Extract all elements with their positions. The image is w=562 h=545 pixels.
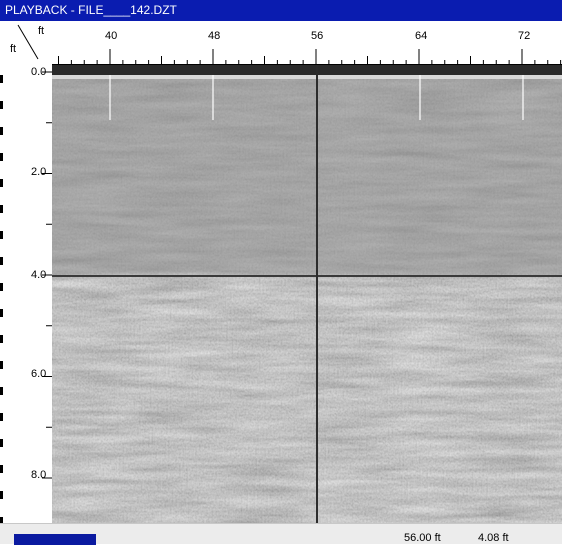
h-tick-label-48: 48 bbox=[208, 30, 221, 42]
v-ruler-edge-mark bbox=[0, 335, 3, 343]
v-ruler-edge-mark bbox=[0, 205, 3, 213]
vertical-unit-label: ft bbox=[10, 43, 17, 55]
status-position: 56.00 ft bbox=[404, 532, 441, 544]
h-tick-label-40: 40 bbox=[105, 30, 118, 42]
v-ruler-edge-mark bbox=[0, 283, 3, 291]
v-ruler-edge-mark bbox=[0, 413, 3, 421]
v-ruler-edge-mark bbox=[0, 179, 3, 187]
h-tick-label-64: 64 bbox=[415, 30, 428, 42]
status-bar: 56.00 ft 4.08 ft bbox=[0, 523, 562, 545]
horizontal-ruler-ticks bbox=[52, 49, 562, 65]
v-ruler-edge-mark bbox=[0, 257, 3, 265]
v-ruler-edge-mark bbox=[0, 361, 3, 369]
gpr-radargram-canvas[interactable] bbox=[52, 65, 562, 523]
v-tick-label-8: 8.0 bbox=[31, 469, 47, 481]
v-ruler-edge-mark bbox=[0, 127, 3, 135]
v-tick-label-0: 0.0 bbox=[31, 66, 47, 78]
status-progress-block bbox=[14, 534, 96, 545]
vertical-ruler-ticks bbox=[0, 71, 52, 525]
v-ruler-edge-mark bbox=[0, 309, 3, 317]
v-ruler-edge-mark bbox=[0, 75, 3, 83]
window-title: PLAYBACK - FILE____142.DZT bbox=[5, 3, 177, 17]
v-ruler-edge-mark bbox=[0, 517, 3, 525]
v-ruler-edge-mark bbox=[0, 439, 3, 447]
horizontal-distance-ruler: 40 48 56 64 72 bbox=[52, 21, 562, 65]
h-tick-label-56: 56 bbox=[311, 30, 324, 42]
v-ruler-edge-mark bbox=[0, 491, 3, 499]
v-tick-label-6: 6.0 bbox=[31, 368, 47, 380]
v-tick-label-4: 4.0 bbox=[31, 269, 47, 281]
status-depth: 4.08 ft bbox=[478, 532, 509, 544]
h-tick-label-72: 72 bbox=[518, 30, 531, 42]
v-ruler-edge-mark bbox=[0, 101, 3, 109]
vertical-depth-ruler: 0.0 2.0 4.0 6.0 8.0 bbox=[0, 65, 52, 525]
radargram-image bbox=[52, 65, 562, 523]
v-ruler-edge-mark bbox=[0, 231, 3, 239]
v-ruler-edge-mark bbox=[0, 387, 3, 395]
v-tick-label-2: 2.0 bbox=[31, 166, 47, 178]
horizontal-unit-label: ft bbox=[38, 25, 45, 37]
v-ruler-edge-mark bbox=[0, 465, 3, 473]
v-ruler-edge-mark bbox=[0, 153, 3, 161]
ruler-corner: ft ft bbox=[0, 21, 52, 65]
ruler-corner-diagonal-icon bbox=[17, 24, 39, 60]
window-title-bar: PLAYBACK - FILE____142.DZT bbox=[0, 0, 562, 21]
